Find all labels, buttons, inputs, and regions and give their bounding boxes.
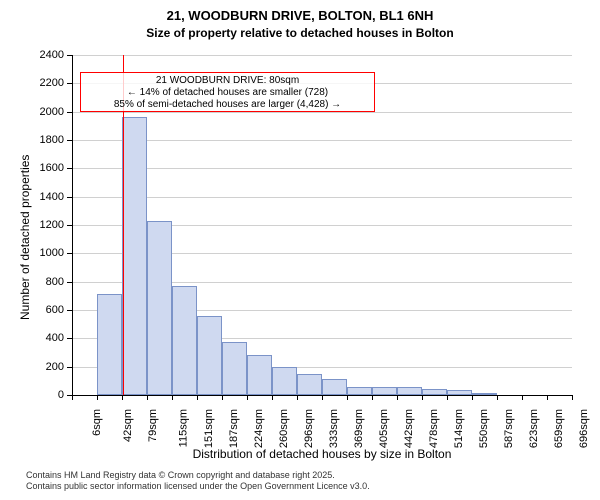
y-axis-line [72, 55, 73, 395]
histogram-bar [197, 316, 222, 395]
histogram-bar [347, 387, 372, 396]
gridline-horizontal [72, 197, 572, 198]
x-tick [447, 395, 448, 400]
gridline-horizontal [72, 168, 572, 169]
histogram-bar [297, 374, 322, 395]
y-tick-label: 1200 [0, 219, 64, 231]
x-tick-label: 79sqm [147, 409, 159, 442]
x-tick [122, 395, 123, 400]
x-tick [247, 395, 248, 400]
y-tick-label: 2400 [0, 49, 64, 61]
chart-title: 21, WOODBURN DRIVE, BOLTON, BL1 6NH [0, 8, 600, 23]
x-tick-label: 42sqm [122, 409, 134, 442]
x-tick [172, 395, 173, 400]
x-tick-label: 296sqm [303, 409, 315, 448]
x-tick [72, 395, 73, 400]
x-tick [472, 395, 473, 400]
y-tick-label: 200 [0, 361, 64, 373]
y-tick-label: 0 [0, 389, 64, 401]
x-axis-title: Distribution of detached houses by size … [72, 447, 572, 461]
footer-attribution: Contains HM Land Registry data © Crown c… [26, 470, 370, 492]
y-tick-label: 1000 [0, 247, 64, 259]
x-tick-label: 442sqm [403, 409, 415, 448]
x-tick-label: 550sqm [478, 409, 490, 448]
y-tick-label: 1600 [0, 162, 64, 174]
x-tick-label: 260sqm [278, 409, 290, 448]
annotation-line: 21 WOODBURN DRIVE: 80sqm [83, 75, 372, 87]
x-tick [347, 395, 348, 400]
x-tick [147, 395, 148, 400]
x-tick-label: 369sqm [353, 409, 365, 448]
x-tick [547, 395, 548, 400]
x-tick [297, 395, 298, 400]
footer-line: Contains HM Land Registry data © Crown c… [26, 470, 370, 481]
y-tick-label: 2200 [0, 77, 64, 89]
x-tick-label: 587sqm [503, 409, 515, 448]
y-tick-label: 400 [0, 332, 64, 344]
x-tick [572, 395, 573, 400]
x-tick-label: 333sqm [328, 409, 340, 448]
x-tick-label: 224sqm [253, 409, 265, 448]
x-tick-label: 696sqm [578, 409, 590, 448]
x-tick-label: 623sqm [528, 409, 540, 448]
annotation-line: 85% of semi-detached houses are larger (… [83, 99, 372, 111]
x-tick [372, 395, 373, 400]
histogram-bar [272, 367, 297, 395]
x-tick [522, 395, 523, 400]
x-tick-label: 187sqm [228, 409, 240, 448]
histogram-bar [322, 379, 347, 395]
y-axis-title: Number of detached properties [18, 155, 32, 320]
y-tick-label: 1400 [0, 191, 64, 203]
histogram-bar [247, 355, 272, 395]
histogram-bar [122, 117, 147, 395]
x-tick [197, 395, 198, 400]
y-tick-label: 1800 [0, 134, 64, 146]
x-tick [497, 395, 498, 400]
histogram-bar [222, 342, 247, 395]
histogram-bar [147, 221, 172, 395]
annotation-box: 21 WOODBURN DRIVE: 80sqm← 14% of detache… [80, 72, 375, 112]
x-tick [97, 395, 98, 400]
x-tick [222, 395, 223, 400]
x-tick-label: 659sqm [553, 409, 565, 448]
gridline-horizontal [72, 55, 572, 56]
gridline-horizontal [72, 140, 572, 141]
y-tick-label: 600 [0, 304, 64, 316]
histogram-bar [397, 387, 422, 395]
x-tick [272, 395, 273, 400]
x-tick-label: 115sqm [177, 409, 189, 447]
x-tick [422, 395, 423, 400]
histogram-bar [172, 286, 197, 395]
x-tick-label: 478sqm [428, 409, 440, 448]
histogram-bar [97, 294, 122, 395]
x-tick [322, 395, 323, 400]
x-tick [397, 395, 398, 400]
chart-subtitle: Size of property relative to detached ho… [0, 26, 600, 40]
footer-line: Contains public sector information licen… [26, 481, 370, 492]
y-tick-label: 2000 [0, 106, 64, 118]
annotation-line: ← 14% of detached houses are smaller (72… [83, 87, 372, 99]
y-tick-label: 800 [0, 276, 64, 288]
x-tick-label: 514sqm [453, 409, 465, 448]
x-tick-label: 405sqm [378, 409, 390, 448]
chart-root: 21, WOODBURN DRIVE, BOLTON, BL1 6NH Size … [0, 0, 600, 500]
x-tick-label: 151sqm [203, 409, 215, 448]
histogram-bar [372, 387, 397, 395]
x-tick-label: 6sqm [91, 409, 103, 436]
